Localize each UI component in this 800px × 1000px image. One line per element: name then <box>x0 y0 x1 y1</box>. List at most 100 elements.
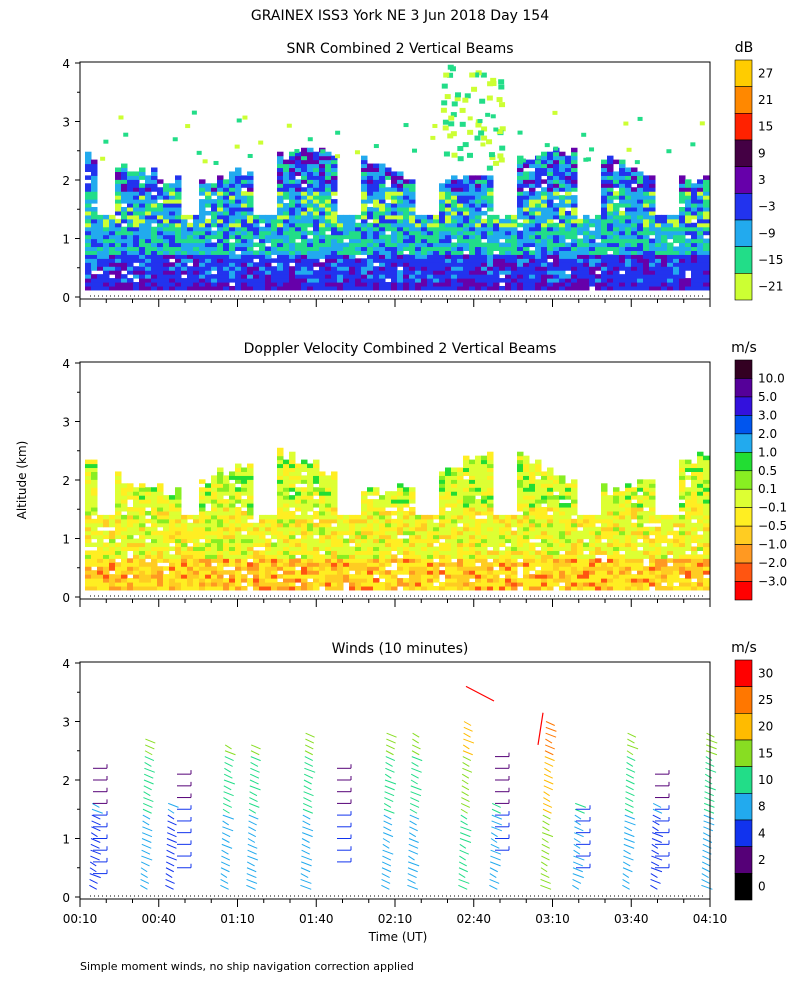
velocity-cell <box>193 546 200 551</box>
velocity-cell <box>277 514 284 520</box>
velocity-cell <box>463 546 470 551</box>
velocity-cell <box>439 487 446 492</box>
snr-cell <box>313 179 320 184</box>
velocity-cell <box>337 514 344 520</box>
snr-cell <box>607 242 614 248</box>
velocity-cell <box>301 475 308 480</box>
snr-cell <box>655 278 662 283</box>
velocity-cell <box>337 582 344 587</box>
velocity-cell <box>523 499 530 504</box>
velocity-cell <box>427 514 434 520</box>
snr-cell <box>355 262 362 267</box>
snr-cell <box>427 238 434 244</box>
snr-cell <box>391 238 398 244</box>
velocity-cell <box>403 495 410 500</box>
snr-cell <box>703 203 710 208</box>
snr-cell <box>499 285 506 291</box>
snr-cell <box>517 238 524 244</box>
snr-cell <box>451 230 458 236</box>
velocity-cell <box>295 491 302 496</box>
velocity-cell <box>241 467 248 472</box>
snr-cell <box>325 191 332 196</box>
snr-cell <box>631 250 638 255</box>
snr-cell <box>517 242 524 248</box>
snr-cell <box>439 218 446 224</box>
snr-cell <box>169 270 176 275</box>
snr-cell <box>253 234 260 240</box>
snr-cell <box>451 234 458 240</box>
velocity-cell <box>259 542 266 548</box>
snr-cell <box>691 285 698 291</box>
snr-cell <box>103 254 110 259</box>
snr-cell <box>517 206 524 212</box>
snr-cell <box>535 234 542 240</box>
snr-cell <box>277 218 284 224</box>
velocity-cell <box>307 546 314 551</box>
snr-cell <box>613 175 620 180</box>
snr-cell <box>634 160 640 165</box>
snr-cell <box>235 203 242 208</box>
snr-cell <box>601 191 608 196</box>
snr-cell <box>187 226 194 232</box>
velocity-cell <box>103 518 110 524</box>
snr-cell <box>421 278 428 283</box>
snr-cell <box>145 222 152 228</box>
snr-cell <box>187 246 194 251</box>
snr-cell <box>463 278 470 283</box>
snr-cell <box>139 203 146 208</box>
snr-cell <box>601 234 608 240</box>
velocity-cell <box>163 546 170 551</box>
velocity-cell <box>193 574 200 579</box>
snr-cell <box>581 132 587 137</box>
velocity-cell <box>145 530 152 536</box>
velocity-cell <box>331 479 338 484</box>
snr-cell <box>127 266 134 271</box>
snr-cell <box>457 262 464 267</box>
velocity-cell <box>283 574 290 579</box>
snr-cell <box>91 258 98 263</box>
snr-cell <box>187 254 194 259</box>
velocity-cell <box>109 542 116 548</box>
velocity-cell <box>415 585 422 591</box>
velocity-cell <box>385 570 392 575</box>
snr-cell <box>625 242 632 248</box>
velocity-cell <box>265 558 272 563</box>
snr-cell <box>493 160 500 166</box>
snr-cell <box>97 254 104 259</box>
snr-cell <box>469 274 476 279</box>
velocity-cell <box>571 518 578 524</box>
snr-cell <box>265 270 272 275</box>
snr-cell <box>583 266 590 271</box>
snr-cell <box>361 246 368 251</box>
velocity-cell <box>265 522 272 528</box>
snr-cell <box>667 246 674 251</box>
velocity-cell <box>565 526 572 532</box>
velocity-cell <box>193 522 200 528</box>
velocity-cell <box>529 483 536 488</box>
snr-cell <box>319 238 326 244</box>
snr-cell <box>191 110 197 115</box>
snr-cell <box>625 230 632 236</box>
velocity-cell <box>373 514 380 520</box>
velocity-cell <box>325 570 332 575</box>
snr-cell <box>91 278 98 283</box>
snr-cell <box>471 86 478 92</box>
snr-cell <box>571 250 578 255</box>
velocity-cell <box>175 491 182 496</box>
velocity-cell <box>415 582 422 587</box>
velocity-cell <box>361 585 368 591</box>
snr-cell <box>655 285 662 291</box>
snr-cell <box>325 183 332 188</box>
snr-cell <box>145 282 152 287</box>
velocity-cell <box>259 574 266 579</box>
velocity-cell <box>307 479 314 484</box>
snr-cell <box>673 218 680 224</box>
snr-cell <box>133 274 140 279</box>
snr-cell <box>367 210 374 216</box>
snr-cell <box>85 238 92 244</box>
snr-cell <box>253 242 260 248</box>
snr-cell <box>193 246 200 251</box>
snr-cell <box>319 226 326 232</box>
snr-cell <box>523 246 530 251</box>
